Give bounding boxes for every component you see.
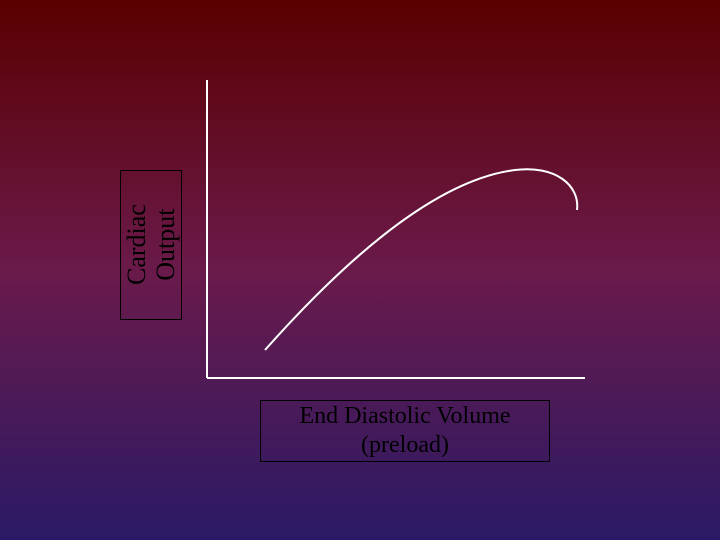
x-axis-label-text: End Diastolic Volume (preload) [299,402,510,460]
x-axis-label-box: End Diastolic Volume (preload) [260,400,550,462]
y-axis-label-box: Cardiac Output [120,170,182,320]
frank-starling-chart [205,80,585,380]
x-axis-label-line2: (preload) [361,432,449,458]
y-axis-label-text: Cardiac Output [122,205,179,286]
cardiac-output-curve [265,169,577,350]
x-axis-label-line1: End Diastolic Volume [299,403,510,429]
y-axis-label-line1: Cardiac [121,205,150,286]
y-axis-label-line2: Output [150,209,179,281]
